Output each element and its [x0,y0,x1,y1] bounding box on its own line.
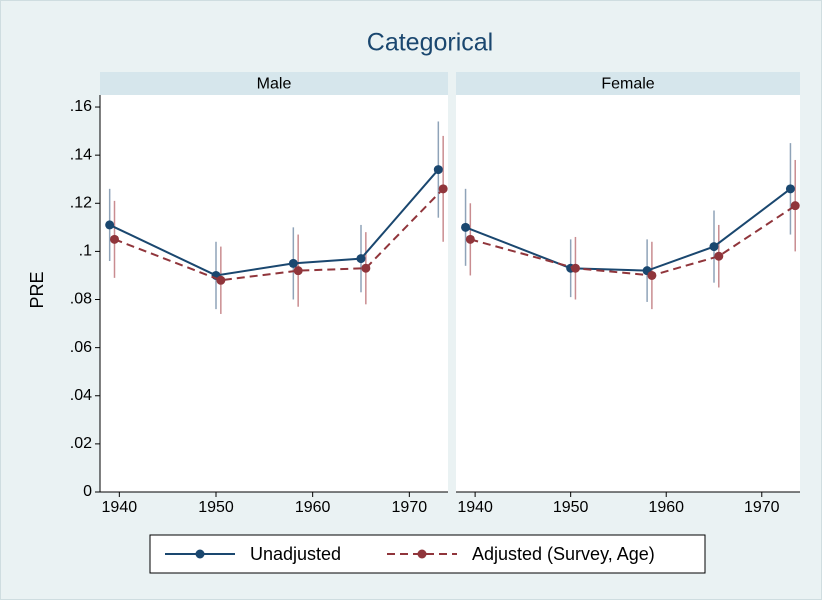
chart-title: Categorical [367,29,493,57]
legend-label: Unadjusted [250,544,341,564]
panel-header [456,72,800,95]
x-tick-label: 1960 [295,499,331,516]
plot-area [456,95,800,492]
y-tick-label: 0 [83,483,92,500]
x-tick-label: 1970 [392,499,428,516]
y-axis-label: PRE [27,271,47,308]
y-tick-label: .16 [70,98,92,115]
plot-area [100,95,448,492]
data-point [288,258,298,268]
x-tick-label: 1960 [648,499,684,516]
data-point [361,263,371,273]
data-point [433,165,443,175]
data-point [356,254,366,264]
legend-label: Adjusted (Survey, Age) [472,544,655,564]
y-tick-label: .02 [70,435,92,452]
x-tick-label: 1950 [553,499,589,516]
data-point [647,270,657,280]
data-point [110,234,119,244]
data-point [105,220,115,230]
data-point [790,201,800,211]
legend-marker [195,549,205,559]
x-tick-label: 1940 [102,499,138,516]
data-point [570,263,580,273]
data-point [465,234,475,244]
x-tick-label: 1940 [457,499,493,516]
data-point [461,222,471,232]
y-tick-label: .1 [79,243,92,260]
x-tick-label: 1970 [744,499,780,516]
y-tick-label: .14 [70,146,92,163]
x-tick-label: 1950 [198,499,234,516]
legend-marker [417,549,427,559]
y-tick-label: .04 [70,387,92,404]
data-point [438,184,448,194]
panel-title: Female [601,76,654,93]
y-tick-label: .12 [70,194,92,211]
y-tick-label: .06 [70,339,92,356]
data-point [709,242,719,252]
panel-title: Male [257,76,292,93]
data-point [293,266,303,276]
data-point [785,184,795,194]
data-point [216,275,226,285]
panel-header [100,72,448,95]
data-point [714,251,724,261]
y-tick-label: .08 [70,291,92,308]
